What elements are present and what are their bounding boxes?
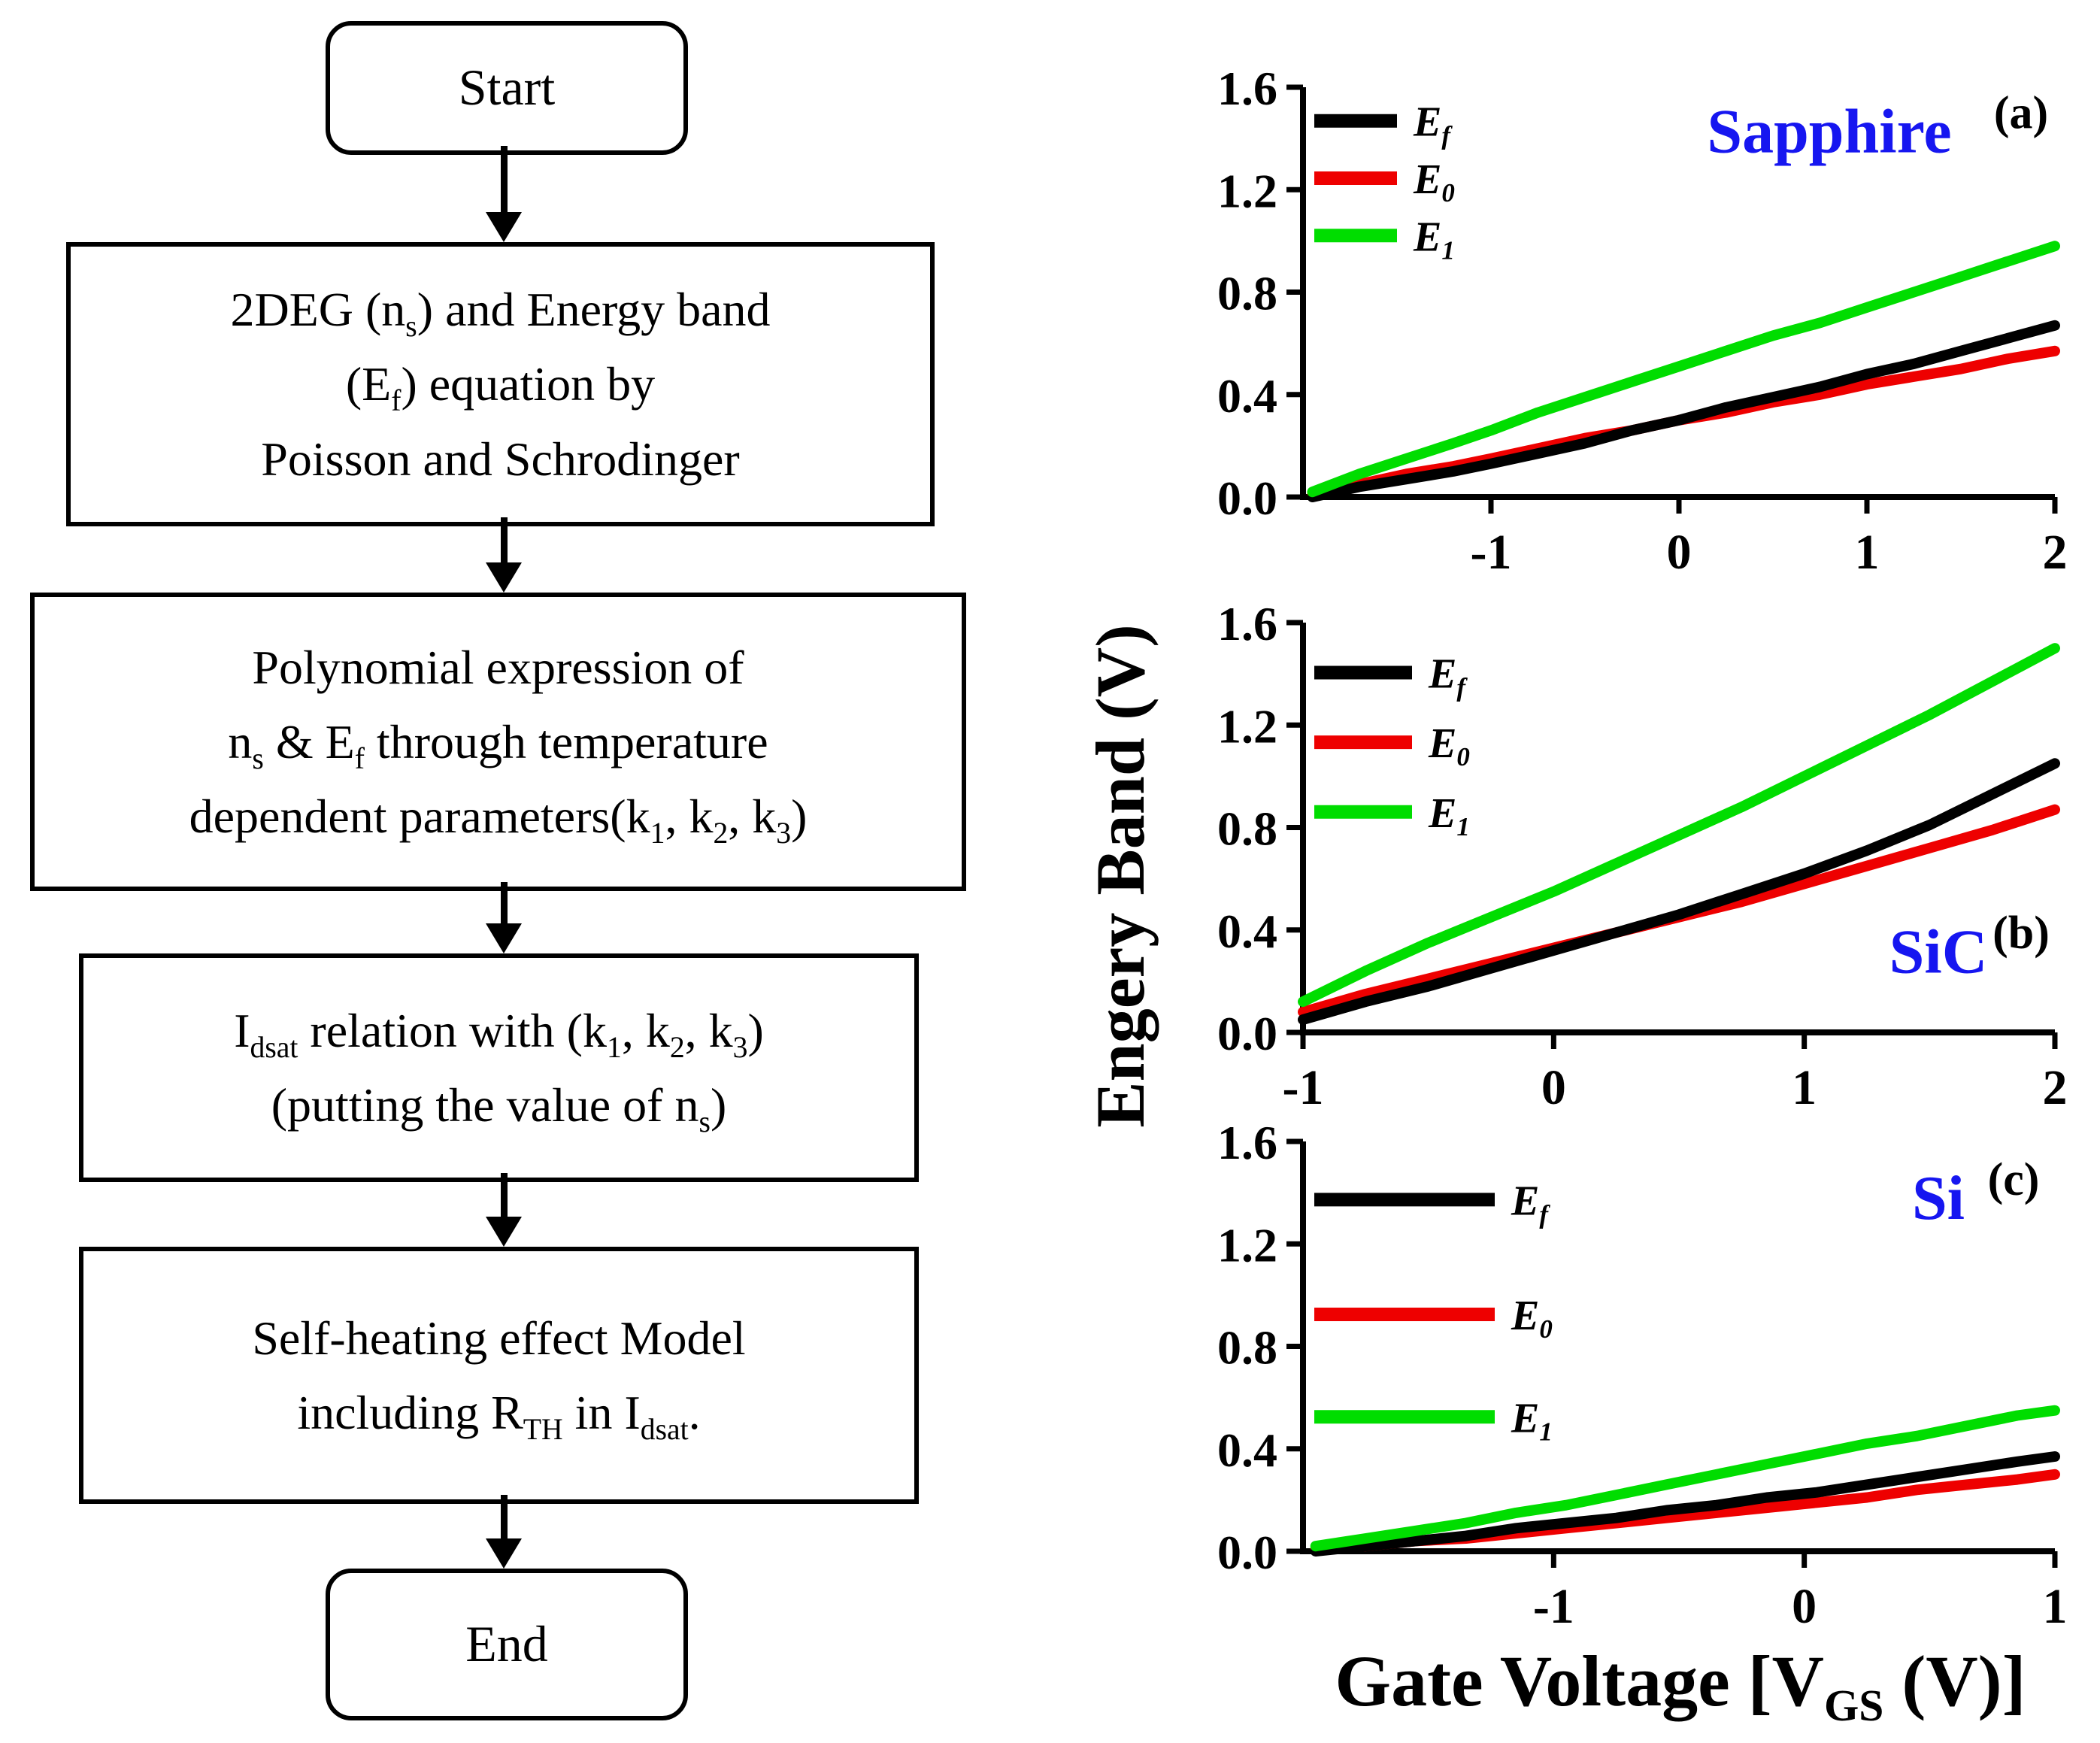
y-tick-label: 1.6 — [1217, 1120, 1277, 1169]
x-tick-label: 0 — [1792, 1579, 1817, 1626]
x-tick-label: 1 — [2043, 1579, 2068, 1626]
arrow-shaft — [500, 1173, 508, 1217]
flowchart-step2-label: Polynomial expression of ns & Ef through … — [189, 630, 808, 854]
flowchart-node-idsat-relation: Idsat relation with (k1, k2, k3) (putting… — [79, 953, 919, 1182]
arrow-shaft — [500, 1495, 508, 1538]
substrate-label: Si — [1912, 1163, 1965, 1233]
flowchart-text-line: (Ef) equation by — [345, 357, 656, 418]
y-tick-label: 0.4 — [1217, 1423, 1277, 1477]
panel-letter-label: (c) — [1988, 1154, 2040, 1205]
flow-arrow-icon — [486, 1495, 522, 1569]
substrate-label: SiC — [1889, 917, 1988, 987]
chart-sic: 0.0 0.4 0.8 1.2 1.6 -1 0 1 2 Ef E0 E1 SiC (b) — [1217, 602, 2068, 1108]
flow-arrow-icon — [486, 517, 522, 593]
x-tick-label: 0 — [1667, 525, 1692, 572]
legend-label: Ef — [1413, 99, 1453, 150]
flowchart-step1-label: 2DEG (ns) and Energy band (Ef) equation b… — [230, 272, 770, 496]
flowchart-node-polynomial-expression: Polynomial expression of ns & Ef through … — [30, 593, 966, 891]
y-tick-label: 0.0 — [1217, 1007, 1277, 1060]
flowchart-node-end: End — [326, 1569, 688, 1720]
chart-sapphire: 0.0 0.4 0.8 1.2 1.6 -1 0 1 2 Ef E0 E1 Sapphire (a) — [1217, 66, 2068, 572]
flow-arrow-icon — [486, 1173, 522, 1247]
y-tick-label: 0.4 — [1217, 369, 1277, 423]
flowchart-text-line: Self-heating effect Model — [252, 1311, 746, 1365]
y-tick-label: 1.6 — [1217, 66, 1277, 115]
flowchart: Start 2DEG (ns) and Energy band (Ef) equa… — [0, 0, 1000, 1743]
y-axis-label: Engery Band (V) — [1082, 624, 1159, 1128]
flowchart-text-line: Polynomial expression of — [252, 640, 744, 694]
y-tick-label: 0.8 — [1217, 1321, 1277, 1375]
legend: Ef E0 E1 — [1314, 99, 1455, 265]
axes: 0.0 0.4 0.8 1.2 1.6 -1 0 1 2 — [1217, 602, 2068, 1108]
flowchart-text-line: Poisson and Schrodinger — [261, 432, 740, 486]
arrow-shaft — [500, 517, 508, 562]
flowchart-text-line: 2DEG (ns) and Energy band — [230, 283, 771, 344]
flowchart-step4-label: Self-heating effect Model including RTH i… — [252, 1301, 745, 1450]
flowchart-node-start: Start — [326, 21, 688, 155]
legend-label: E0 — [1428, 720, 1470, 771]
flowchart-text-line: including RTH in Idsat. — [297, 1386, 701, 1446]
x-tick-label: 2 — [2043, 1060, 2068, 1108]
arrow-head-icon — [486, 562, 522, 593]
legend: Ef E0 E1 — [1314, 1178, 1553, 1446]
arrow-head-icon — [486, 212, 522, 242]
arrow-shaft — [500, 146, 508, 212]
curve-Ef — [1307, 320, 2060, 502]
legend-label: E1 — [1413, 214, 1455, 265]
legend-label: E0 — [1413, 156, 1455, 208]
flowchart-text-line: dependent parameters(k1, k2, k3) — [189, 790, 808, 850]
curve-E1 — [1307, 241, 2060, 498]
x-tick-label: -1 — [1533, 1579, 1574, 1626]
x-tick-label: -1 — [1283, 1060, 1324, 1108]
panel-letter-label: (a) — [1994, 87, 2048, 138]
y-tick-label: 0.8 — [1217, 802, 1277, 856]
substrate-label: Sapphire — [1707, 97, 1951, 167]
y-tick-label: 1.2 — [1217, 1218, 1277, 1272]
axes: 0.0 0.4 0.8 1.2 1.6 -1 0 1 2 — [1217, 66, 2068, 572]
y-tick-label: 0.0 — [1217, 471, 1277, 525]
flowchart-end-label: End — [465, 1615, 548, 1673]
flowchart-text-line: ns & Ef through temperature — [228, 714, 768, 775]
flowchart-node-self-heating-model: Self-heating effect Model including RTH i… — [79, 1247, 919, 1504]
legend-label: Ef — [1428, 651, 1468, 702]
x-tick-label: -1 — [1471, 525, 1512, 572]
flow-arrow-icon — [486, 146, 522, 242]
y-tick-label: 1.2 — [1217, 164, 1277, 217]
curve-E1 — [1310, 1405, 2060, 1552]
flow-arrow-icon — [486, 882, 522, 953]
x-tick-label: 2 — [2043, 525, 2068, 572]
legend-label: E1 — [1511, 1395, 1553, 1446]
flowchart-text-line: (putting the value of ns) — [271, 1078, 727, 1138]
curve-E1 — [1298, 643, 2060, 1008]
y-tick-label: 1.2 — [1217, 699, 1277, 753]
panel-letter-label: (b) — [1992, 908, 2050, 959]
arrow-head-icon — [486, 1538, 522, 1569]
legend-label: E0 — [1511, 1293, 1553, 1344]
chart-si: 0.0 0.4 0.8 1.2 1.6 -1 0 1 Ef E0 E1 Si (c) — [1217, 1120, 2068, 1626]
arrow-shaft — [500, 882, 508, 923]
curve-Ef — [1298, 758, 2060, 1025]
x-tick-label: 1 — [1855, 525, 1880, 572]
flowchart-node-energy-band-equation: 2DEG (ns) and Energy band (Ef) equation b… — [66, 242, 935, 526]
legend: Ef E0 E1 — [1314, 651, 1470, 841]
legend-label: E1 — [1428, 790, 1470, 841]
y-tick-label: 1.6 — [1217, 602, 1277, 650]
energy-band-charts: Engery Band (V) 0.0 0.4 0.8 1.2 1.6 -1 0 1 2 Ef E0… — [1000, 0, 2100, 1743]
flowchart-start-label: Start — [458, 59, 556, 117]
x-axis-label: Gate Voltage [VGS (V)] — [1335, 1641, 2026, 1731]
y-tick-label: 0.8 — [1217, 267, 1277, 320]
arrow-head-icon — [486, 923, 522, 953]
x-tick-label: 0 — [1541, 1060, 1566, 1108]
y-tick-label: 0.0 — [1217, 1526, 1277, 1579]
curve-Ef — [1310, 1451, 2060, 1557]
flowchart-text-line: Idsat relation with (k1, k2, k3) — [234, 1003, 764, 1064]
arrow-head-icon — [486, 1217, 522, 1247]
x-tick-label: 1 — [1792, 1060, 1817, 1108]
legend-label: Ef — [1511, 1178, 1550, 1229]
axes: 0.0 0.4 0.8 1.2 1.6 -1 0 1 — [1217, 1120, 2068, 1626]
y-tick-label: 0.4 — [1217, 905, 1277, 958]
flowchart-step3-label: Idsat relation with (k1, k2, k3) (putting… — [234, 993, 764, 1142]
